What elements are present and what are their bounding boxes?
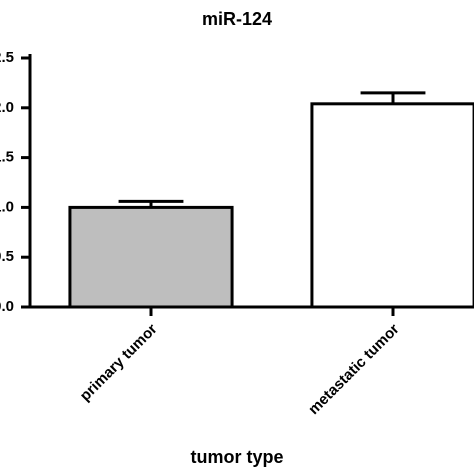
y-tick-label: 0.0 bbox=[0, 298, 14, 315]
x-tick-label: primary tumor bbox=[77, 321, 161, 405]
y-tick-label: 2.0 bbox=[0, 99, 14, 116]
bar bbox=[68, 205, 234, 309]
y-tick-label: 2.5 bbox=[0, 49, 14, 66]
y-tick-label: 0.5 bbox=[0, 248, 14, 265]
bar bbox=[310, 102, 474, 309]
x-tick-label: metastatic tumor bbox=[305, 321, 403, 419]
y-tick-label: 1.5 bbox=[0, 149, 14, 166]
y-tick-label: 1.0 bbox=[0, 198, 14, 215]
chart-title: miR-124 bbox=[202, 9, 272, 29]
x-axis-label: tumor type bbox=[190, 447, 283, 467]
